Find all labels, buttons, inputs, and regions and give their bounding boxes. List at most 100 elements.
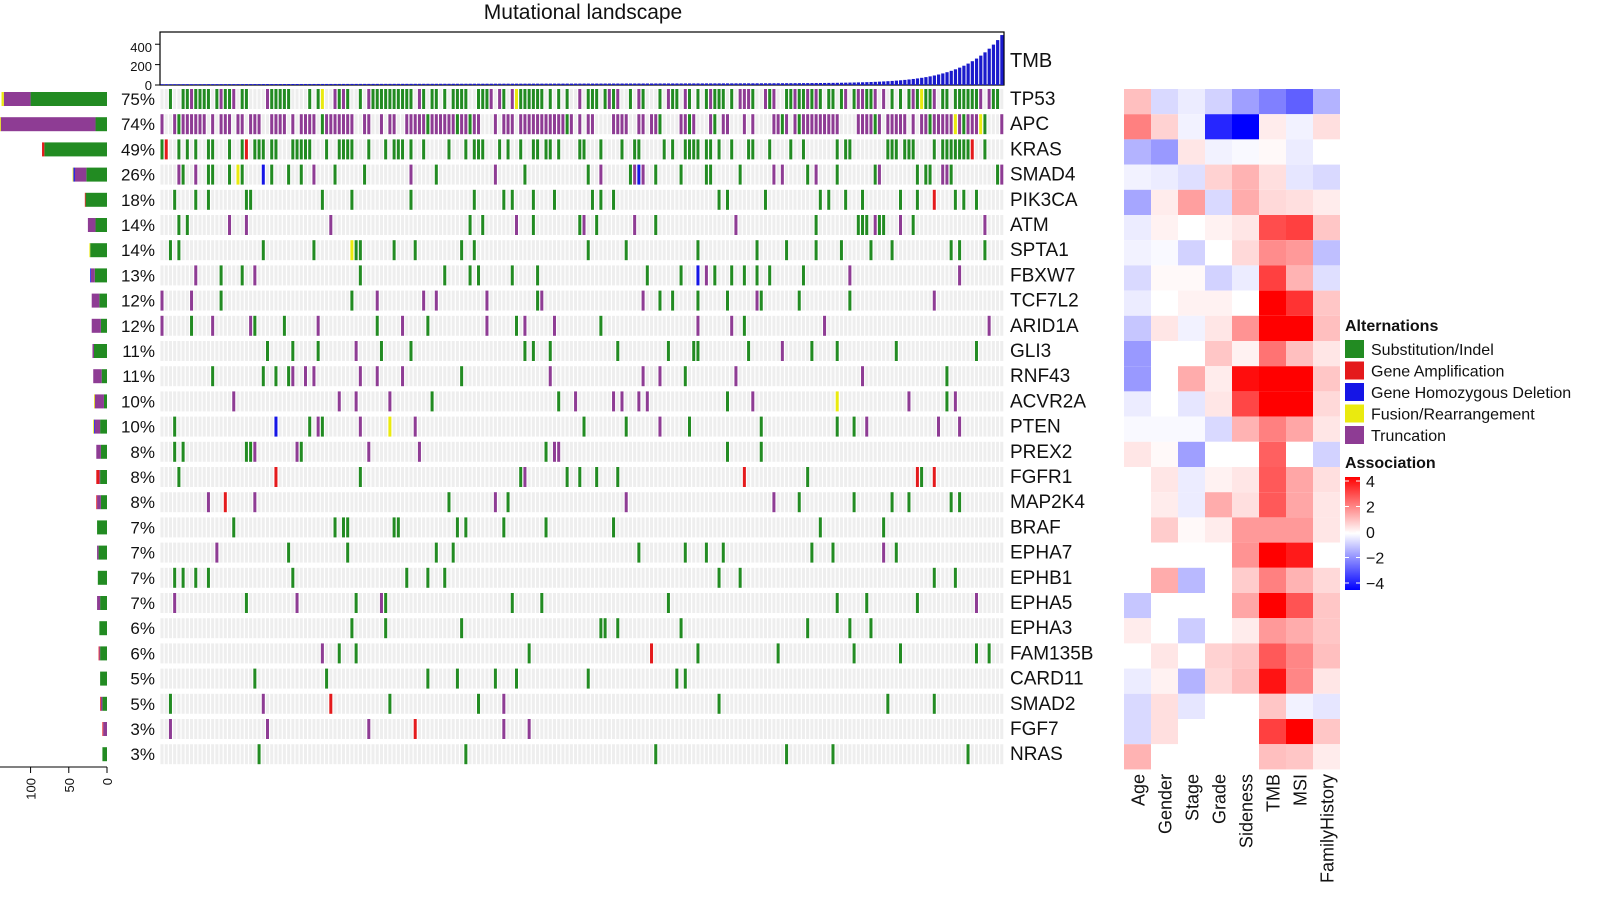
empty-cell	[443, 391, 447, 412]
empty-cell	[278, 391, 282, 412]
alteration-cell	[873, 164, 877, 185]
empty-cell	[244, 290, 248, 311]
empty-cell	[417, 265, 421, 286]
empty-cell	[506, 668, 510, 689]
alteration-cell	[890, 139, 894, 160]
empty-cell	[422, 315, 426, 336]
alteration-cell	[337, 139, 341, 160]
empty-cell	[785, 517, 789, 538]
empty-cell	[658, 315, 662, 336]
empty-cell	[755, 89, 759, 109]
empty-cell	[498, 189, 502, 210]
alteration-cell	[523, 114, 527, 135]
empty-cell	[628, 492, 632, 513]
tmb-bar	[827, 82, 831, 85]
empty-cell	[552, 618, 556, 639]
alteration-cell	[228, 164, 232, 185]
empty-cell	[291, 315, 295, 336]
empty-cell	[202, 164, 206, 185]
empty-cell	[666, 618, 670, 639]
empty-cell	[498, 492, 502, 513]
empty-cell	[628, 593, 632, 613]
empty-cell	[730, 366, 734, 387]
empty-cell	[751, 164, 755, 185]
alteration-cell	[924, 164, 928, 185]
empty-cell	[991, 441, 995, 462]
empty-cell	[215, 467, 219, 487]
empty-cell	[426, 492, 430, 513]
empty-cell	[401, 567, 405, 588]
empty-cell	[312, 416, 316, 437]
alteration-cell	[945, 89, 949, 109]
empty-cell	[477, 618, 481, 639]
empty-cell	[502, 290, 506, 311]
empty-cell	[839, 668, 843, 689]
empty-cell	[358, 341, 362, 361]
empty-cell	[261, 668, 265, 689]
empty-cell	[721, 189, 725, 210]
empty-cell	[1000, 618, 1004, 639]
alteration-cell	[422, 89, 426, 109]
empty-cell	[856, 366, 860, 387]
empty-cell	[206, 618, 210, 639]
empty-cell	[160, 542, 164, 563]
empty-cell	[658, 164, 662, 185]
empty-cell	[894, 315, 898, 336]
empty-cell	[700, 240, 704, 261]
empty-cell	[835, 567, 839, 588]
empty-cell	[514, 441, 518, 462]
empty-cell	[983, 341, 987, 361]
empty-cell	[443, 315, 447, 336]
empty-cell	[987, 114, 991, 135]
empty-cell	[312, 467, 316, 487]
alteration-cell	[856, 89, 860, 109]
empty-cell	[548, 416, 552, 437]
empty-cell	[219, 164, 223, 185]
alteration-cell	[455, 517, 459, 538]
empty-cell	[266, 391, 270, 412]
empty-cell	[831, 189, 835, 210]
empty-cell	[759, 215, 763, 235]
empty-cell	[844, 618, 848, 639]
empty-cell	[941, 542, 945, 563]
empty-cell	[299, 391, 303, 412]
empty-cell	[793, 492, 797, 513]
tmb-bar	[835, 82, 839, 85]
empty-cell	[709, 517, 713, 538]
empty-cell	[970, 366, 974, 387]
alteration-cell	[523, 467, 527, 487]
empty-cell	[742, 366, 746, 387]
empty-cell	[666, 290, 670, 311]
alteration-cell	[903, 114, 907, 135]
empty-cell	[455, 643, 459, 664]
empty-cell	[776, 139, 780, 160]
empty-cell	[645, 668, 649, 689]
alteration-cell	[190, 290, 194, 311]
empty-cell	[936, 366, 940, 387]
empty-cell	[717, 593, 721, 613]
alteration-cell	[835, 341, 839, 361]
empty-cell	[856, 593, 860, 613]
alteration-cell	[531, 341, 535, 361]
empty-cell	[979, 240, 983, 261]
empty-cell	[278, 517, 282, 538]
empty-cell	[759, 164, 763, 185]
empty-cell	[236, 89, 240, 109]
empty-cell	[768, 441, 772, 462]
empty-cell	[941, 366, 945, 387]
empty-cell	[498, 618, 502, 639]
empty-cell	[979, 618, 983, 639]
empty-cell	[337, 366, 341, 387]
empty-cell	[502, 542, 506, 563]
tmb-bar	[839, 82, 844, 85]
alteration-cell	[299, 441, 303, 462]
empty-cell	[776, 89, 780, 109]
alteration-cell	[637, 391, 641, 412]
alteration-cell	[173, 567, 177, 588]
empty-cell	[536, 593, 540, 613]
empty-cell	[426, 341, 430, 361]
empty-cell	[624, 265, 628, 286]
empty-cell	[823, 164, 827, 185]
empty-cell	[274, 315, 278, 336]
empty-cell	[831, 517, 835, 538]
